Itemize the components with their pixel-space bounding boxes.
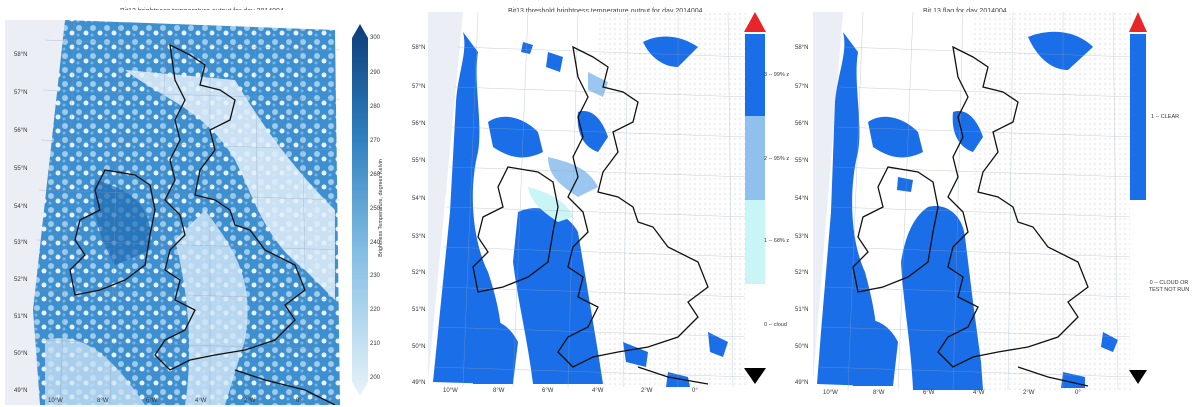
lat-label: 56°N (14, 128, 28, 134)
colorbar-tick: 260 (370, 172, 381, 178)
colorbar-tick: 300 (370, 35, 381, 41)
lat-label: 57°N (14, 90, 28, 96)
lon-label: 8°W (493, 388, 505, 394)
lat-label: 50°N (795, 344, 809, 350)
lon-label: 8°W (97, 398, 109, 404)
lon-label: 0° (692, 388, 698, 394)
legend-label: 2 -- 95% z (764, 156, 790, 162)
lat-label: 51°N (14, 314, 28, 320)
lon-label: 10°W (48, 398, 63, 404)
lon-label: 0° (1075, 390, 1081, 396)
lat-label: 51°N (795, 307, 809, 313)
lat-label: 54°N (412, 196, 426, 202)
lat-label: 51°N (412, 307, 426, 313)
lat-label: 52°N (412, 270, 426, 276)
flag-map (813, 12, 1133, 390)
arrow-up-icon (744, 12, 766, 32)
colorbar-tick: 200 (370, 375, 381, 381)
lat-label: 56°N (412, 121, 426, 127)
lat-label: 53°N (795, 234, 809, 240)
colorbar-tick: 250 (370, 206, 381, 212)
lon-label: 4°W (973, 390, 985, 396)
lat-label: 55°N (412, 158, 426, 164)
map-panel-flag: Bit 13 flag for day 2014004 (793, 0, 1193, 407)
legend-label: 0 -- CLOUD OR TEST NOT RUN (1148, 280, 1190, 293)
lon-label: 2°W (1023, 390, 1035, 396)
colorbar-tick: 270 (370, 138, 381, 144)
arrow-down-icon (744, 368, 766, 384)
map-panel-brightness: Bit13 brightness temperature output for … (0, 0, 390, 407)
lat-label: 54°N (14, 204, 28, 210)
colorbar-tick: 210 (370, 341, 381, 347)
arrow-down-icon (1129, 370, 1147, 384)
lat-label: 49°N (412, 380, 426, 386)
lon-label: 8°W (873, 390, 885, 396)
lat-label: 58°N (14, 52, 28, 58)
lon-label: 6°W (923, 390, 935, 396)
lat-label: 49°N (14, 388, 28, 394)
lon-label: 10°W (823, 390, 838, 396)
colorbar-axis-label: Brightness Temperature, degrees Kelvin (378, 159, 384, 257)
legend-label: 1 -- 68% z (764, 238, 790, 244)
brightness-map (5, 10, 345, 405)
arrow-up-icon (1129, 12, 1147, 32)
lon-label: 4°W (592, 388, 604, 394)
lon-label: 6°W (542, 388, 554, 394)
threshold-map (428, 12, 748, 387)
legend-bar-threshold (744, 12, 766, 384)
lat-label: 49°N (795, 380, 809, 386)
map-panel-threshold: Bit13 threshold brightness temperature o… (398, 0, 793, 407)
map-title: Bit 13 flag for day 2014004 (923, 8, 1007, 15)
legend-label: 0 -- cloud (764, 322, 787, 328)
lat-label: 54°N (795, 196, 809, 202)
colorbar-brightness (352, 24, 368, 396)
colorbar-tick: 290 (370, 70, 381, 76)
lat-label: 56°N (795, 121, 809, 127)
lat-label: 50°N (412, 344, 426, 350)
lat-label: 52°N (14, 277, 28, 283)
lat-label: 57°N (412, 84, 426, 90)
lat-label: 57°N (795, 84, 809, 90)
lon-label: 2°W (244, 398, 256, 404)
lat-label: 58°N (795, 45, 809, 51)
colorbar-tick: 230 (370, 273, 381, 279)
colorbar-tick: 280 (370, 104, 381, 110)
lon-label: 2°W (641, 388, 653, 394)
map-title: Bit13 threshold brightness temperature o… (508, 8, 703, 15)
lat-label: 58°N (412, 45, 426, 51)
colorbar-tick: 220 (370, 307, 381, 313)
lon-label: 10°W (443, 388, 458, 394)
lon-label: 4°W (195, 398, 207, 404)
lat-label: 55°N (795, 158, 809, 164)
lat-label: 55°N (14, 166, 28, 172)
lat-label: 53°N (14, 240, 28, 246)
lat-label: 50°N (14, 351, 28, 357)
legend-label: 3 -- 99% z (764, 72, 790, 78)
legend-label: 1 -- CLEAR (1151, 114, 1180, 120)
legend-bar-flag (1129, 12, 1147, 384)
colorbar-tick: 240 (370, 240, 381, 246)
lat-label: 52°N (795, 270, 809, 276)
lon-label: 6°W (146, 398, 158, 404)
lon-label: 0° (296, 398, 302, 404)
lat-label: 53°N (412, 234, 426, 240)
